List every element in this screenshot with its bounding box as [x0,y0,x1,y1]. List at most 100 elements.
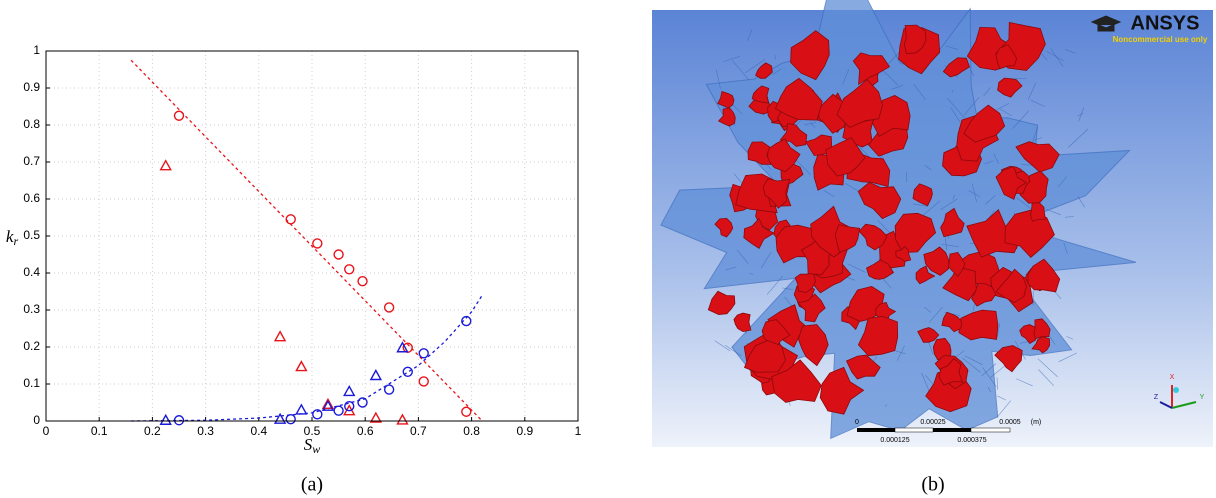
mesh-line [1041,53,1048,61]
triangle-marker [273,412,287,424]
mesh-line [993,153,999,164]
scale-bar [970,427,1011,433]
mesh-line [731,103,743,115]
mesh-line [924,306,932,313]
mesh-line [997,322,1001,337]
mesh-line [748,272,754,275]
pore-blob [966,209,1023,258]
mesh-line [880,68,899,86]
mesh-line [745,59,766,73]
mesh-line [940,243,959,248]
mesh-line [996,400,1011,418]
mesh-line [927,340,934,355]
triangle-marker [343,384,356,397]
pore-blob [743,217,775,249]
pore-blob [846,285,885,322]
scale-label: 0 [855,419,859,426]
pore-blob [1015,141,1060,173]
y-tick-label: 0.3 [23,302,40,316]
pore-blob [942,266,977,302]
mesh-line [971,183,977,203]
logo-icon [1090,15,1122,32]
pore-blob [857,315,899,357]
mesh-line [884,404,888,407]
pore-blob [1030,202,1046,222]
x-tick-label: 0.7 [410,424,427,438]
mesh-line [952,194,955,200]
mesh-line [774,54,777,60]
pore-blob [941,311,963,333]
mesh-line [1012,110,1030,129]
mesh-line [1058,176,1067,187]
triad-label: Z [1154,394,1159,401]
scale-label: (m) [1031,419,1042,426]
x-label-sub: w [312,442,320,456]
mesh-line [1016,378,1033,387]
mesh-line [714,340,731,352]
mesh-line [723,56,740,62]
pore-blob [805,134,833,156]
x-tick-label: 0.4 [250,424,267,438]
pore-blob [852,52,891,86]
scale-bar [894,427,934,433]
mesh-line [982,367,997,387]
mesh-line [891,84,904,90]
mesh-line [920,200,941,219]
mesh-line [1038,369,1055,387]
scale-label: 0.000375 [957,437,986,444]
mesh-line [772,68,782,76]
circle-marker [333,405,344,416]
y-axis-label: kr [6,227,19,248]
circle-marker [418,376,429,387]
pore-blob [940,207,965,238]
pore-blob [717,90,735,109]
pore-blob [771,359,822,403]
mesh-line [823,189,835,198]
scale-label: 0.0005 [999,419,1021,426]
mesh-line [1067,128,1089,148]
pore-blob [995,166,1028,200]
pore-blob [903,24,927,55]
circle-marker [173,415,185,426]
triad-label: X [1170,374,1175,381]
mesh-line [1037,358,1058,378]
caption: (a) [301,474,323,496]
y-tick-label: 0 [33,413,40,427]
triad-axis [1171,401,1197,409]
triangle-marker [159,159,172,171]
mesh-line [842,69,850,85]
render-panel: ANSYS Noncommercial use only 0 0.00025 0… [652,0,1213,447]
pore-blob [755,62,773,79]
triangle-marker [369,411,383,423]
mesh-line [961,357,981,373]
pore-blob [845,354,881,380]
pore-blob [1027,258,1061,293]
triangle-marker [295,403,308,415]
y-label-base: k [6,227,14,246]
y-tick-label: 0.1 [23,376,40,390]
triangle-marker [369,369,383,381]
circle-marker [285,413,296,425]
mesh-line [760,251,772,269]
circle-marker [173,110,185,121]
mesh-line [987,387,992,393]
pore-blob [1019,324,1037,345]
mesh-line [997,395,1007,401]
pore-blob [779,123,808,147]
pore-blob [751,85,770,104]
x-axis-label: Sw [304,435,321,456]
scale-label: 0.00025 [920,419,945,426]
mesh-line [945,45,959,50]
mesh-line [1027,82,1037,100]
mesh-line [1030,100,1045,107]
pore-blob [790,30,830,81]
pore-blob [942,57,970,78]
y-tick-label: 0.4 [23,265,40,279]
mesh-line [804,122,816,126]
mesh-line [810,122,816,128]
pore-blob [948,251,966,277]
mesh-line [981,363,997,377]
pore-blob [857,181,902,220]
pore-blob [917,327,940,343]
